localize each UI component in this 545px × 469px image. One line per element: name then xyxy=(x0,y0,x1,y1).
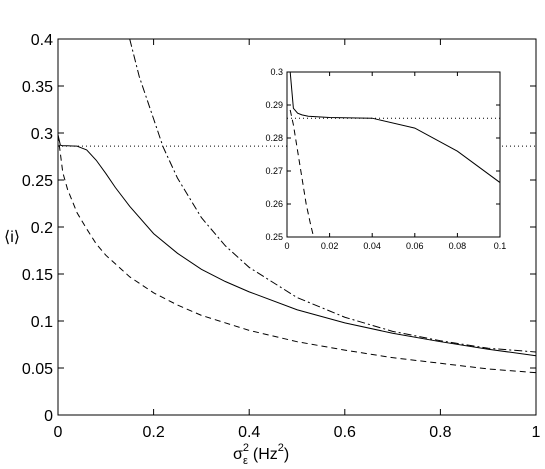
main-y-tick-label: 0.35 xyxy=(22,79,53,96)
main-series-dashdot-line xyxy=(129,39,536,353)
main-x-tick-label: 0.2 xyxy=(142,424,164,441)
main-x-tick-label: 0.4 xyxy=(238,424,260,441)
inset-x-tick-label: 0.1 xyxy=(494,241,507,251)
main-y-tick-label: 0.1 xyxy=(31,314,53,331)
axis-labels: ⟨i⟩ σ2 ε (Hz2) xyxy=(4,229,289,467)
inset-y-tick-label: 0.3 xyxy=(270,67,283,77)
inset-frame xyxy=(286,71,501,238)
inset-x-tick-label: 0.08 xyxy=(449,241,467,251)
inset-plot: 0 0.02 0.04 0.06 0.08 0.1 0.25 0.26 0.27 0.28 0.29… xyxy=(265,67,506,251)
main-y-tick-label: 0.3 xyxy=(31,126,53,143)
main-y-tick-label: 0 xyxy=(44,408,53,425)
x-axis-label-sub: ε xyxy=(243,455,248,467)
inset-x-tick-label: 0.04 xyxy=(363,241,381,251)
x-axis-label: σ2 ε (Hz2) xyxy=(233,442,289,467)
inset-y-tick-label: 0.29 xyxy=(265,100,283,110)
main-x-tick-label: 0.6 xyxy=(334,424,356,441)
y-axis-label: ⟨i⟩ xyxy=(4,229,20,246)
x-axis-label-unit: (Hz xyxy=(253,446,278,463)
inset-y-tick-label: 0.28 xyxy=(265,133,283,143)
inset-x-tick-label: 0 xyxy=(284,241,289,251)
main-series-dashed-line xyxy=(58,134,536,374)
main-y-tick-label: 0.4 xyxy=(31,32,53,49)
inset-y-tick-label: 0.27 xyxy=(265,166,283,176)
inset-y-tick-label: 0.25 xyxy=(265,232,283,242)
x-axis-label-symbol: σ xyxy=(233,446,243,463)
inset-x-tick-label: 0.06 xyxy=(406,241,424,251)
main-x-tick-label: 1 xyxy=(532,424,541,441)
inset-series-dashed-line xyxy=(289,109,315,237)
main-y-tick-label: 0.2 xyxy=(31,220,53,237)
inset-y-tick-label: 0.26 xyxy=(265,199,283,209)
inset-background xyxy=(287,72,500,237)
inset-series-solid-line xyxy=(289,72,500,183)
main-x-tick-label: 0.8 xyxy=(429,424,451,441)
main-x-tick-label: 0 xyxy=(54,424,63,441)
main-y-tick-label: 0.15 xyxy=(22,267,53,284)
inset-x-tick-label: 0.02 xyxy=(321,241,339,251)
main-y-tick-label: 0.05 xyxy=(22,361,53,378)
x-axis-label-unit-end: ) xyxy=(284,446,289,463)
x-axis-label-unit-sup: 2 xyxy=(278,442,284,454)
main-y-tick-label: 0.25 xyxy=(22,173,53,190)
x-axis-label-sup: 2 xyxy=(243,442,249,454)
